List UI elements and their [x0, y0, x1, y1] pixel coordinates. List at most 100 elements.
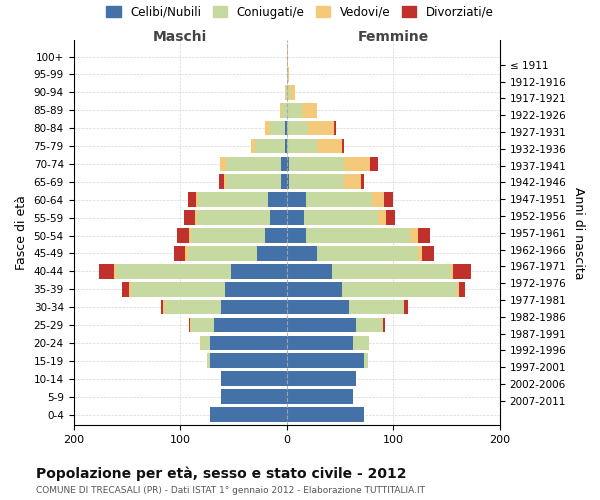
Bar	[457, 282, 460, 296]
Bar	[287, 67, 288, 82]
Bar	[221, 390, 287, 404]
Bar	[283, 103, 287, 118]
Bar	[306, 192, 372, 207]
Bar	[214, 318, 287, 332]
Bar	[386, 210, 395, 225]
Bar	[257, 246, 287, 261]
Bar	[332, 264, 451, 278]
Bar	[460, 282, 465, 296]
Bar	[122, 282, 129, 296]
Bar	[280, 103, 283, 118]
Bar	[289, 156, 344, 172]
Bar	[184, 210, 195, 225]
Bar	[287, 282, 342, 296]
Bar	[269, 210, 287, 225]
Bar	[226, 174, 281, 189]
Bar	[224, 174, 226, 189]
Legend: Celibi/Nubili, Coniugati/e, Vedovi/e, Divorziati/e: Celibi/Nubili, Coniugati/e, Vedovi/e, Di…	[101, 1, 499, 24]
Bar	[287, 49, 288, 64]
Bar	[220, 156, 226, 172]
Bar	[422, 246, 434, 261]
Bar	[129, 282, 131, 296]
Bar	[286, 85, 287, 100]
Bar	[200, 336, 202, 350]
Bar	[287, 85, 290, 100]
Bar	[384, 192, 394, 207]
Bar	[174, 246, 185, 261]
Bar	[225, 282, 287, 296]
Bar	[198, 192, 268, 207]
Bar	[342, 138, 344, 154]
Bar	[202, 336, 210, 350]
Bar	[284, 121, 287, 136]
Bar	[349, 300, 404, 314]
Bar	[190, 318, 191, 332]
Bar	[287, 246, 317, 261]
Bar	[418, 228, 430, 243]
Bar	[287, 264, 332, 278]
Bar	[163, 300, 165, 314]
Bar	[451, 264, 453, 278]
Bar	[191, 228, 265, 243]
Bar	[287, 156, 289, 172]
Bar	[288, 67, 289, 82]
Bar	[304, 210, 379, 225]
Bar	[188, 228, 191, 243]
Bar	[287, 174, 289, 189]
Bar	[287, 210, 304, 225]
Bar	[317, 246, 418, 261]
Bar	[131, 282, 225, 296]
Bar	[255, 138, 284, 154]
Bar	[287, 103, 302, 118]
Bar	[185, 246, 188, 261]
Bar	[177, 228, 188, 243]
Bar	[287, 318, 356, 332]
Bar	[207, 354, 210, 368]
Bar	[287, 228, 306, 243]
Bar	[364, 354, 368, 368]
Bar	[344, 156, 370, 172]
Bar	[232, 264, 287, 278]
Bar	[289, 174, 344, 189]
Bar	[287, 372, 356, 386]
Bar	[210, 354, 287, 368]
Bar	[287, 336, 353, 350]
Bar	[265, 228, 287, 243]
Bar	[251, 138, 255, 154]
Bar	[287, 390, 353, 404]
Bar	[410, 228, 418, 243]
Bar	[196, 192, 198, 207]
Bar	[344, 174, 361, 189]
Bar	[290, 85, 295, 100]
Bar	[210, 407, 287, 422]
Bar	[383, 318, 385, 332]
Bar	[268, 192, 287, 207]
Bar	[370, 156, 379, 172]
Bar	[226, 156, 281, 172]
Bar	[317, 138, 342, 154]
Bar	[372, 192, 384, 207]
Bar	[221, 300, 287, 314]
Bar	[161, 300, 163, 314]
Bar	[287, 121, 308, 136]
Bar	[287, 300, 349, 314]
Bar	[306, 228, 410, 243]
Bar	[302, 103, 317, 118]
Text: COMUNE DI TRECASALI (PR) - Dati ISTAT 1° gennaio 2012 - Elaborazione TUTTITALIA.: COMUNE DI TRECASALI (PR) - Dati ISTAT 1°…	[36, 486, 425, 495]
Bar	[281, 156, 287, 172]
Bar	[188, 192, 196, 207]
Bar	[218, 174, 224, 189]
Text: Popolazione per età, sesso e stato civile - 2012: Popolazione per età, sesso e stato civil…	[36, 466, 407, 481]
Bar	[99, 264, 114, 278]
Bar	[353, 336, 369, 350]
Y-axis label: Fasce di età: Fasce di età	[15, 196, 28, 270]
Bar	[453, 264, 471, 278]
Bar	[361, 174, 364, 189]
Bar	[308, 121, 334, 136]
Bar	[379, 210, 386, 225]
Y-axis label: Anni di nascita: Anni di nascita	[572, 186, 585, 279]
Bar	[195, 210, 197, 225]
Bar	[188, 318, 190, 332]
Bar	[287, 354, 364, 368]
Bar	[191, 318, 214, 332]
